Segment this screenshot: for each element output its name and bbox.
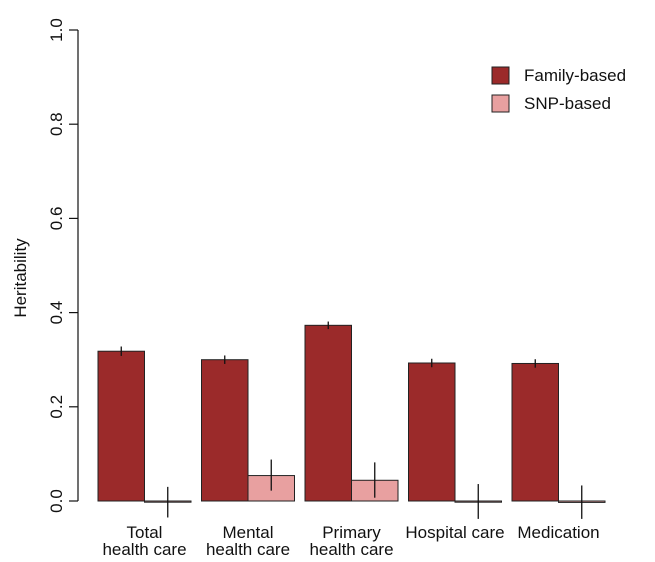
x-category-label-line: Hospital care bbox=[405, 523, 504, 542]
x-category-label-line: Primary bbox=[322, 523, 381, 542]
x-category-label: Total health care bbox=[102, 523, 186, 559]
x-category-label: Medication bbox=[517, 523, 599, 542]
y-tick-label: 0.0 bbox=[47, 489, 66, 513]
error-bars bbox=[120, 321, 583, 519]
x-category-label: Mental health care bbox=[206, 523, 290, 559]
bar-family-based-1 bbox=[201, 359, 249, 502]
x-category-label-line: health care bbox=[206, 540, 290, 559]
y-axis: 0.0 0.2 0.4 0.6 0.8 1.0 bbox=[47, 18, 79, 513]
y-tick-label: 0.6 bbox=[47, 207, 66, 231]
legend: Family-based SNP-based bbox=[491, 66, 626, 113]
x-category-label-line: Medication bbox=[517, 523, 599, 542]
bar-family-based-2 bbox=[304, 324, 352, 502]
y-axis-title: Heritability bbox=[11, 238, 30, 318]
legend-swatch-1 bbox=[491, 94, 510, 113]
legend-swatch-0 bbox=[491, 66, 510, 85]
x-category-label-line: Mental bbox=[222, 523, 273, 542]
x-category-label-line: health care bbox=[102, 540, 186, 559]
bar-family-based-4 bbox=[511, 362, 559, 502]
x-category-label-line: health care bbox=[309, 540, 393, 559]
legend-label-0: Family-based bbox=[524, 66, 626, 85]
legend-label-1: SNP-based bbox=[524, 94, 611, 113]
bars bbox=[97, 324, 606, 503]
x-category-label: Hospital care bbox=[405, 523, 504, 542]
bar-family-based-0 bbox=[97, 350, 145, 502]
x-category-label: Primary health care bbox=[309, 523, 393, 559]
x-category-label-line: Total bbox=[127, 523, 163, 542]
y-tick-label: 0.4 bbox=[47, 301, 66, 325]
y-tick-label: 0.2 bbox=[47, 395, 66, 419]
y-tick-label: 0.8 bbox=[47, 112, 66, 136]
y-tick-label: 1.0 bbox=[47, 18, 66, 42]
bar-family-based-3 bbox=[408, 362, 456, 502]
